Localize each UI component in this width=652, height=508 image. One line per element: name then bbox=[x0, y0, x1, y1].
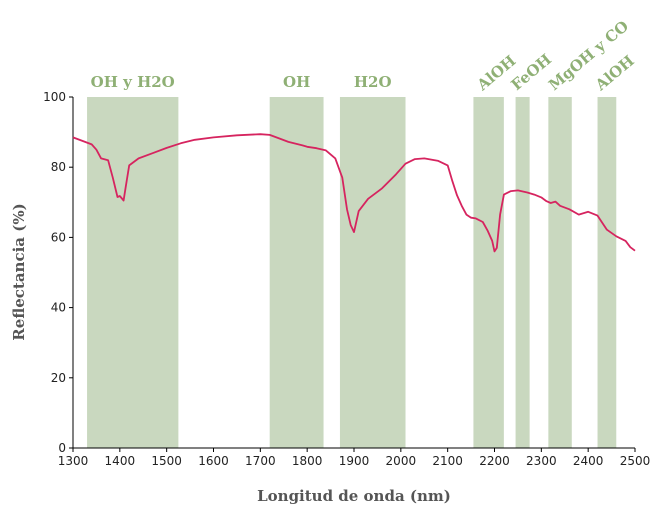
x-tick-label: 1900 bbox=[339, 454, 370, 468]
x-tick-label: 1400 bbox=[105, 454, 136, 468]
spectrum-series bbox=[72, 133, 636, 253]
y-tick-label: 60 bbox=[51, 230, 66, 244]
band-rect bbox=[597, 97, 617, 448]
band-rect bbox=[339, 97, 406, 448]
y-tick-label: 40 bbox=[51, 301, 66, 315]
x-tick-label: 1800 bbox=[292, 454, 323, 468]
band-rect bbox=[473, 97, 504, 448]
x-tick-label: 2000 bbox=[386, 454, 417, 468]
band-label: H2O bbox=[354, 73, 392, 91]
band-label: OH y H2O bbox=[91, 73, 175, 91]
y-tick-label: 80 bbox=[51, 160, 66, 174]
x-tick-label: 1600 bbox=[198, 454, 229, 468]
band-label: AlOH bbox=[473, 52, 519, 95]
y-tick-label: 0 bbox=[58, 441, 66, 455]
x-tick-label: 1700 bbox=[245, 454, 276, 468]
band-label: FeOH bbox=[508, 50, 555, 94]
band-rect bbox=[269, 97, 324, 448]
spectrum-line bbox=[72, 133, 636, 253]
x-tick-label: 2400 bbox=[573, 454, 604, 468]
y-tick-label: 100 bbox=[43, 90, 66, 104]
absorption-bands bbox=[87, 97, 617, 448]
x-tick-label: 1500 bbox=[151, 454, 182, 468]
x-tick-label: 2200 bbox=[479, 454, 510, 468]
band-rect bbox=[548, 97, 572, 448]
x-tick-label: 2500 bbox=[620, 454, 651, 468]
tick-labels: 1300 1400 1500 1600 1700 1800 1900 2000 2100 2200… bbox=[43, 90, 650, 468]
band-label: MgOH y CO bbox=[545, 17, 632, 94]
x-axis-label: Longitud de onda (nm) bbox=[257, 487, 451, 505]
x-tick-label: 2100 bbox=[432, 454, 463, 468]
band-rect bbox=[515, 97, 530, 448]
x-tick-label: 2300 bbox=[526, 454, 557, 468]
band-rect bbox=[87, 97, 179, 448]
band-label: OH bbox=[283, 73, 310, 91]
y-axis-label: Reflectancia (%) bbox=[10, 203, 28, 340]
y-tick-label: 20 bbox=[51, 371, 66, 385]
x-tick-label: 1300 bbox=[58, 454, 89, 468]
axes bbox=[69, 96, 636, 452]
